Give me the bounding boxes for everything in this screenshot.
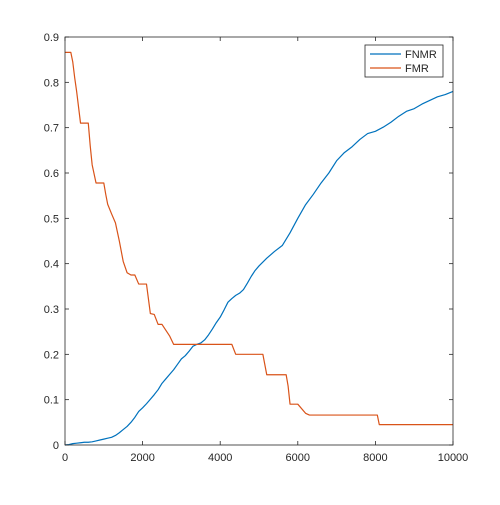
- axes-box: [64, 36, 454, 446]
- y-tick-label: 0.9: [44, 32, 59, 44]
- y-tick-label: 0.6: [44, 168, 59, 180]
- legend: FNMR FMR: [364, 44, 444, 78]
- y-tick-label: 0.7: [44, 123, 59, 135]
- y-tick-label: 0.2: [44, 349, 59, 361]
- legend-box: [364, 44, 444, 78]
- y-tick-label: 0: [53, 440, 59, 452]
- y-tick-label: 0.5: [44, 213, 59, 225]
- x-tick-label: 8000: [363, 452, 387, 464]
- legend-label-fnmr: FNMR: [405, 49, 437, 61]
- x-tick-label: 6000: [286, 452, 310, 464]
- x-tick-label: 2000: [130, 452, 154, 464]
- x-tick-label: 10000: [438, 452, 469, 464]
- series-line-fmr: [65, 51, 453, 426]
- y-tick-label: 0.3: [44, 304, 59, 316]
- plot-area: [65, 37, 453, 445]
- x-tick-label: 4000: [208, 452, 232, 464]
- axes-layer: [64, 36, 454, 446]
- series-layer: [64, 51, 454, 446]
- plot-area-background: [65, 37, 453, 445]
- legend-label-fmr: FMR: [405, 63, 429, 75]
- ticks-layer: 0 2000 4000 6000 8000 10000 0 0.1 0.2 0.3 0.4 0.5 0.…: [44, 32, 469, 464]
- y-tick-label: 0.1: [44, 395, 59, 407]
- y-tick-label: 0.8: [44, 77, 59, 89]
- series-line-fnmr: [64, 90, 454, 446]
- x-tick-label: 0: [62, 452, 68, 464]
- y-tick-label: 0.4: [44, 259, 59, 271]
